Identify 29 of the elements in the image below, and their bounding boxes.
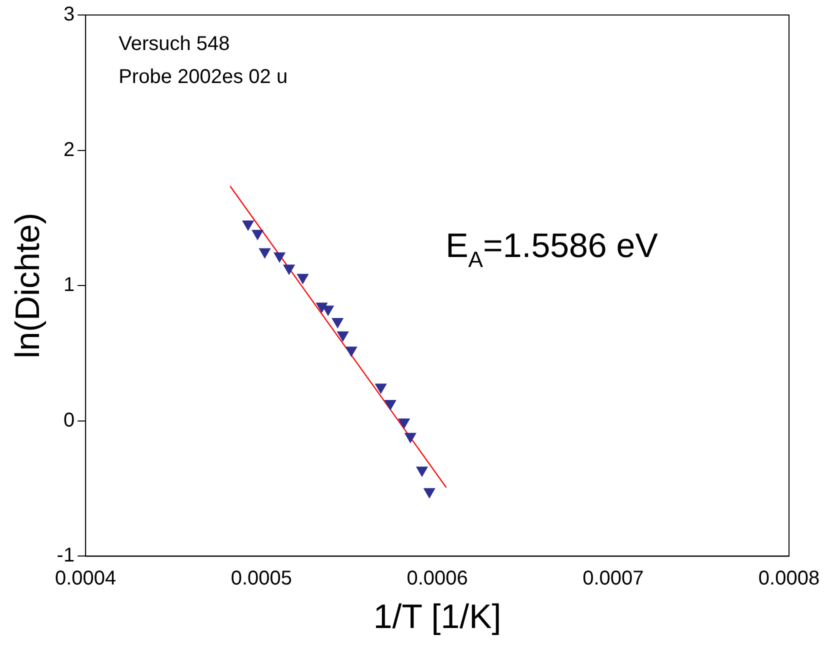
point <box>242 220 254 232</box>
point <box>282 264 296 276</box>
point <box>336 331 349 342</box>
annotation: Probe 2002es 02 u <box>118 66 288 88</box>
point <box>332 318 344 328</box>
y-tick-label: 2 <box>63 138 75 161</box>
point <box>345 346 358 358</box>
point <box>258 248 271 259</box>
point <box>384 400 396 410</box>
point <box>423 488 436 499</box>
x-tick-label: 0.0007 <box>582 568 644 590</box>
point <box>374 384 387 394</box>
point <box>416 466 428 478</box>
x-axis-title: 1/T [1/K] <box>373 598 502 636</box>
point <box>252 230 264 240</box>
y-tick-label: -1 <box>56 544 75 567</box>
point <box>398 418 410 429</box>
point <box>296 274 309 284</box>
x-tick-label: 0.0004 <box>54 568 116 590</box>
y-axis-title: ln(Dichte) <box>8 212 47 358</box>
y-tick-label: 1 <box>63 274 75 296</box>
y-tick-label: 3 <box>63 4 75 26</box>
point <box>273 252 286 263</box>
annotation: Versuch 548 <box>118 33 230 55</box>
y-tick-label: 0 <box>63 409 75 432</box>
point <box>404 432 416 444</box>
x-tick-label: 0.0006 <box>406 568 468 590</box>
x-tick-label: 0.0005 <box>230 568 292 590</box>
x-tick-label: 0.0008 <box>758 568 820 590</box>
